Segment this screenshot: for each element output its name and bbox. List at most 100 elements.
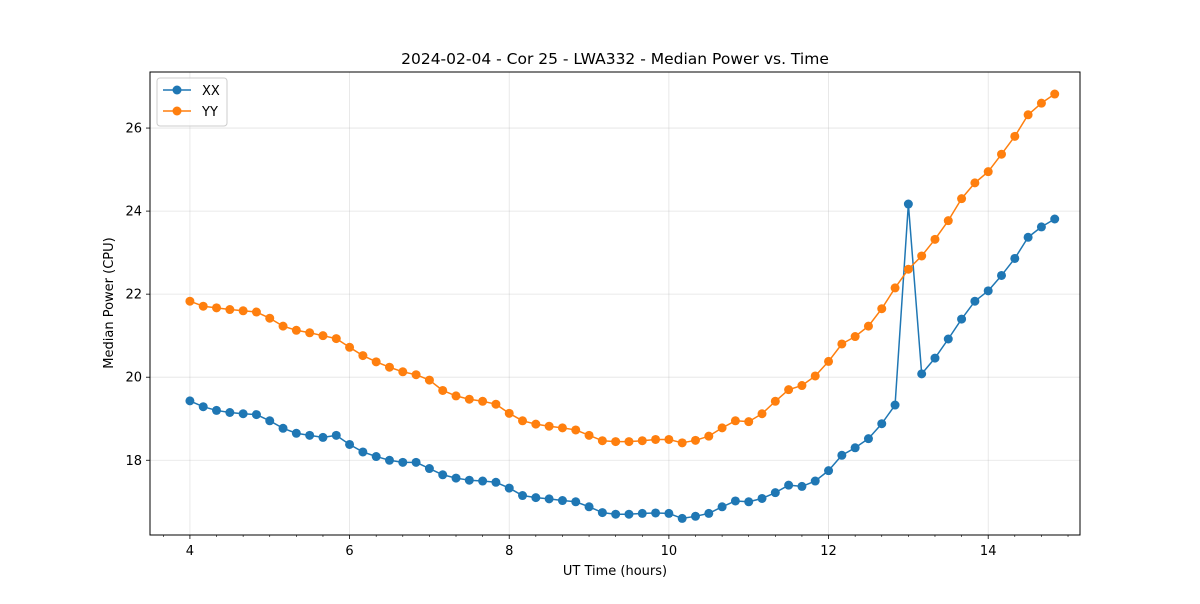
data-point-xx bbox=[451, 473, 461, 483]
data-point-yy bbox=[491, 399, 501, 409]
data-point-xx bbox=[265, 416, 275, 426]
data-point-xx bbox=[797, 481, 807, 491]
axes: 4 6 8 10 12 14 18 20 22 24 26 bbox=[125, 122, 1069, 559]
data-point-yy bbox=[930, 234, 940, 244]
data-point-yy bbox=[637, 436, 647, 446]
data-point-yy bbox=[305, 328, 315, 338]
data-point-yy bbox=[371, 357, 381, 367]
data-point-yy bbox=[611, 437, 621, 447]
data-point-yy bbox=[504, 408, 514, 418]
data-point-xx bbox=[198, 402, 208, 412]
data-point-yy bbox=[331, 334, 341, 344]
data-point-yy bbox=[624, 437, 634, 447]
data-point-xx bbox=[212, 405, 222, 415]
data-point-xx bbox=[784, 480, 794, 490]
data-point-xx bbox=[611, 509, 621, 519]
data-point-xx bbox=[704, 508, 714, 518]
data-point-xx bbox=[464, 475, 474, 485]
data-point-yy bbox=[384, 362, 394, 372]
y-axis-label: Median Power (CPU) bbox=[102, 237, 117, 368]
data-point-yy bbox=[531, 419, 541, 429]
data-point-xx bbox=[837, 450, 847, 460]
data-point-yy bbox=[664, 434, 674, 444]
x-tick-label: 6 bbox=[345, 544, 353, 559]
legend-label-yy: YY bbox=[201, 105, 218, 120]
x-tick-label: 10 bbox=[661, 544, 678, 559]
data-point-yy bbox=[451, 391, 461, 401]
x-tick-label: 8 bbox=[505, 544, 513, 559]
data-point-yy bbox=[185, 296, 195, 306]
data-point-yy bbox=[571, 425, 581, 435]
data-point-xx bbox=[318, 432, 328, 442]
data-point-xx bbox=[1023, 232, 1033, 242]
data-point-xx bbox=[384, 455, 394, 465]
data-point-xx bbox=[411, 457, 421, 467]
data-point-yy bbox=[903, 264, 913, 274]
data-point-xx bbox=[278, 423, 288, 433]
data-point-xx bbox=[238, 409, 248, 419]
data-point-yy bbox=[810, 371, 820, 381]
data-point-xx bbox=[225, 408, 235, 417]
data-point-xx bbox=[810, 476, 820, 486]
legend-marker-xx bbox=[172, 85, 182, 95]
data-point-xx bbox=[491, 477, 501, 487]
data-point-xx bbox=[664, 508, 674, 518]
legend: XX YY bbox=[156, 77, 228, 127]
data-point-yy bbox=[824, 356, 834, 366]
data-point-xx bbox=[863, 434, 873, 444]
data-point-xx bbox=[677, 513, 687, 523]
data-point-xx bbox=[930, 353, 940, 363]
data-point-xx bbox=[544, 494, 554, 504]
x-tick-label: 12 bbox=[820, 544, 837, 559]
data-point-yy bbox=[238, 306, 248, 316]
data-point-yy bbox=[983, 167, 993, 177]
data-point-yy bbox=[837, 339, 847, 349]
data-point-xx bbox=[557, 496, 567, 506]
data-point-yy bbox=[318, 331, 328, 341]
data-point-xx bbox=[824, 466, 834, 476]
data-point-yy bbox=[890, 283, 900, 293]
data-point-yy bbox=[518, 416, 528, 426]
data-point-xx bbox=[597, 508, 607, 518]
data-point-yy bbox=[757, 409, 767, 419]
data-point-yy bbox=[797, 381, 807, 391]
data-point-yy bbox=[597, 436, 607, 446]
data-point-xx bbox=[757, 493, 767, 503]
data-point-yy bbox=[970, 178, 980, 188]
data-point-yy bbox=[850, 332, 860, 342]
y-tick-label: 18 bbox=[125, 454, 142, 469]
y-tick-label: 24 bbox=[125, 205, 142, 220]
data-point-xx bbox=[903, 199, 913, 209]
data-point-xx bbox=[185, 396, 195, 406]
data-point-yy bbox=[917, 251, 927, 261]
data-point-yy bbox=[398, 367, 408, 377]
data-point-xx bbox=[651, 508, 661, 518]
grid bbox=[150, 72, 1080, 535]
data-point-xx bbox=[717, 502, 727, 512]
data-point-xx bbox=[730, 496, 740, 506]
data-point-xx bbox=[478, 476, 488, 486]
data-point-yy bbox=[1010, 131, 1020, 141]
data-point-xx bbox=[371, 452, 381, 462]
data-point-xx bbox=[305, 430, 315, 440]
data-point-yy bbox=[744, 417, 754, 427]
data-point-xx bbox=[291, 428, 301, 438]
data-point-xx bbox=[398, 457, 408, 467]
data-point-yy bbox=[265, 313, 275, 323]
data-point-xx bbox=[943, 334, 953, 344]
data-point-xx bbox=[1050, 214, 1060, 224]
data-point-xx bbox=[1010, 253, 1020, 263]
data-point-yy bbox=[358, 351, 368, 361]
series bbox=[185, 89, 1060, 523]
data-point-yy bbox=[863, 321, 873, 331]
data-point-yy bbox=[677, 438, 687, 448]
data-point-yy bbox=[690, 435, 700, 445]
data-point-yy bbox=[770, 396, 780, 406]
data-point-xx bbox=[690, 511, 700, 521]
chart-title: 2024-02-04 - Cor 25 - LWA332 - Median Po… bbox=[401, 50, 829, 68]
data-point-xx bbox=[970, 296, 980, 306]
data-point-yy bbox=[730, 416, 740, 426]
y-tick-label: 26 bbox=[125, 122, 142, 137]
data-point-xx bbox=[518, 491, 528, 501]
